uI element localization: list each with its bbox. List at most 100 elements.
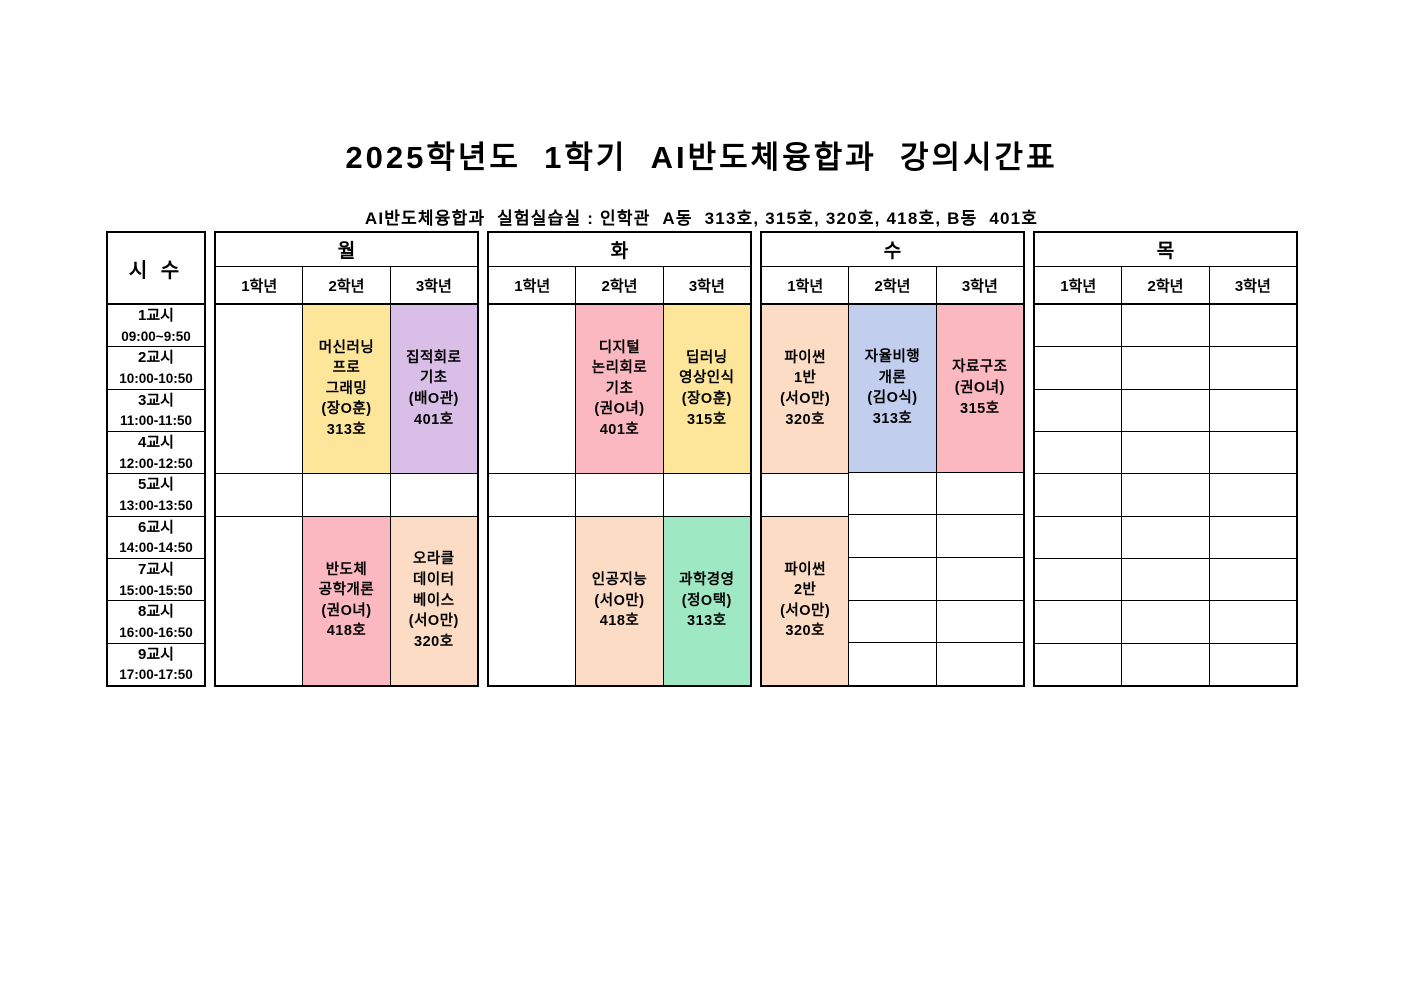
course-cell[interactable]: 머신러닝 프로 그래밍 (장O훈) 313호 (303, 305, 390, 474)
course-text: 자료구조 (권O녀) 315호 (952, 359, 1008, 417)
empty-cell (1122, 474, 1209, 517)
grade-header-cell: 3학년 (961, 277, 998, 295)
grade-header-cell: 1학년 (489, 267, 577, 303)
course-cell[interactable]: 파이썬 1반 (서O만) 320호 (762, 305, 849, 474)
period-cell: 5교시 13:00-13:50 (108, 474, 204, 517)
day-group-월: 월 1학년 2학년 3학년 머신러닝 프로 그래밍 (장O훈) 313호 반도체 공학개론… (214, 231, 479, 687)
period-time-range: 15:00-15:50 (119, 582, 193, 598)
empty-cell (1035, 643, 1122, 685)
grade-column-1학년 (489, 305, 577, 685)
course-text: 딥러닝 영상인식 (장O훈) 315호 (679, 349, 735, 428)
course-text: 인공지능 (서O만) 418호 (591, 572, 648, 630)
period-cell: 3교시 11:00-11:50 (108, 390, 204, 432)
grade-header-row: 1학년 2학년 3학년 (216, 267, 477, 305)
grade-header-cell: 1학년 (216, 267, 304, 303)
period-time-range: 16:00-16:50 (119, 624, 193, 640)
grade-header-cell: 2학년 (303, 267, 391, 303)
day-name-label: 목 (1035, 233, 1296, 267)
period-cell: 1교시 09:00~9:50 (108, 305, 204, 348)
empty-cell (1209, 643, 1296, 685)
empty-cell (489, 516, 576, 685)
grade-header-cell: 2학년 (849, 267, 937, 303)
grade-header-cell: 3학년 (415, 277, 452, 295)
period-time-range: 11:00-11:50 (119, 413, 193, 429)
empty-cell (762, 473, 849, 517)
empty-cell (1122, 643, 1209, 685)
empty-cell (936, 515, 1023, 558)
empty-cell (1209, 474, 1296, 517)
course-cell[interactable]: 딥러닝 영상인식 (장O훈) 315호 (663, 305, 750, 474)
empty-cell (1122, 389, 1209, 432)
period-label: 2교시 (138, 349, 174, 367)
period-cell: 8교시 16:00-16:50 (108, 601, 204, 644)
empty-cell (936, 557, 1023, 601)
period-cell: 2교시 10:00-10:50 (108, 347, 204, 390)
day-group-list: 월 1학년 2학년 3학년 머신러닝 프로 그래밍 (장O훈) 313호 반도체 공학개론… (206, 231, 1298, 687)
day-group-수: 수 1학년 2학년 3학년 파이썬 1반 (서O만) 320호 파이썬 2반 (서O만) … (760, 231, 1025, 687)
course-text: 디지털 논리회로 기초 (권O녀) 401호 (591, 339, 648, 438)
period-label: 9교시 (138, 645, 174, 663)
course-text: 집적회로 기초 (배O관) 401호 (406, 349, 462, 428)
period-cell-list: 1교시 09:00~9:50 2교시 10:00-10:50 3교시 11:00-11:5… (108, 305, 204, 685)
course-cell[interactable]: 파이썬 2반 (서O만) 320호 (762, 516, 849, 685)
period-time-range: 12:00-12:50 (119, 455, 193, 471)
empty-cell (1122, 431, 1209, 475)
empty-cell (1209, 431, 1296, 475)
empty-cell (1209, 347, 1296, 390)
empty-cell (489, 473, 576, 517)
course-cell[interactable]: 오라클 데이터 베이스 (서O만) 320호 (390, 516, 477, 685)
empty-cell (849, 472, 936, 516)
empty-cell (1035, 431, 1122, 475)
course-cell[interactable]: 과학경영 (정O택) 313호 (663, 516, 750, 685)
empty-cell (1035, 389, 1122, 432)
period-label: 8교시 (138, 603, 174, 621)
empty-cell (849, 643, 936, 685)
period-time-range: 09:00~9:50 (121, 328, 191, 344)
lab-rooms-subtitle: AI반도체융합과 실험실습실 : 인학관 A동 313호, 315호, 320호… (364, 209, 1039, 228)
empty-cell (489, 305, 576, 474)
grade-column-1학년 (216, 305, 304, 685)
period-column: 시 수 1교시 09:00~9:50 2교시 10:00-10:50 3교시 11:00-… (106, 231, 206, 687)
period-label: 3교시 (138, 391, 174, 409)
course-cell[interactable]: 자율비행 개론 (김O식) 313호 (849, 305, 936, 473)
period-time-range: 14:00-14:50 (119, 540, 193, 556)
grade-body (1035, 305, 1296, 685)
timetable: 시 수 1교시 09:00~9:50 2교시 10:00-10:50 3교시 11:00-… (106, 231, 1298, 687)
grade-header-row: 1학년 2학년 3학년 (1035, 267, 1296, 305)
day-name-label: 수 (762, 233, 1023, 267)
grade-header-row: 1학년 2학년 3학년 (762, 267, 1023, 305)
empty-cell (1122, 305, 1209, 348)
course-cell[interactable]: 디지털 논리회로 기초 (권O녀) 401호 (576, 305, 663, 474)
empty-cell (390, 473, 477, 517)
course-cell[interactable]: 반도체 공학개론 (권O녀) 418호 (303, 516, 390, 685)
empty-cell (849, 600, 936, 644)
grade-column-3학년 (1209, 305, 1296, 685)
period-label: 1교시 (138, 307, 174, 324)
empty-cell (1035, 601, 1122, 644)
period-cell: 7교시 15:00-15:50 (108, 559, 204, 602)
course-text: 자율비행 개론 (김O식) 313호 (864, 349, 921, 427)
course-cell[interactable]: 인공지능 (서O만) 418호 (576, 516, 663, 685)
empty-cell (1122, 601, 1209, 644)
empty-cell (1209, 389, 1296, 432)
empty-cell (849, 515, 936, 558)
period-label: 5교시 (138, 476, 174, 494)
period-cell: 9교시 17:00-17:50 (108, 644, 204, 685)
empty-cell (216, 516, 303, 685)
course-cell[interactable]: 집적회로 기초 (배O관) 401호 (390, 305, 477, 474)
day-group-화: 화 1학년 2학년 3학년 디지털 논리회로 기초 (권O녀) 401호 인공지능 (서O… (487, 231, 752, 687)
page-title: 2025학년도 1학기 AI반도체융합과 강의시간표 (345, 140, 1058, 175)
empty-cell (576, 473, 663, 517)
grade-column-3학년: 자료구조 (권O녀) 315호 (936, 305, 1023, 685)
empty-cell (1209, 558, 1296, 602)
course-cell[interactable]: 자료구조 (권O녀) 315호 (936, 305, 1023, 473)
day-group-목: 목 1학년 2학년 3학년 (1033, 231, 1298, 687)
period-label: 4교시 (138, 433, 174, 451)
empty-cell (936, 600, 1023, 644)
grade-header-cell: 2학년 (1122, 267, 1210, 303)
